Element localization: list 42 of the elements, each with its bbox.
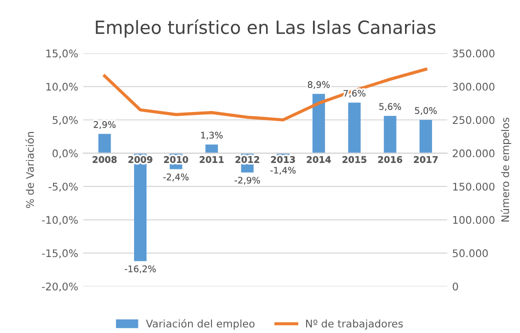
x-tick-label: 2015 [342, 156, 366, 163]
bar [420, 120, 432, 154]
data-label: 5,6% [379, 103, 402, 111]
y-tick-label: -5,0% [48, 182, 78, 192]
data-label: -1,4% [270, 166, 296, 175]
data-label: 8,9% [308, 81, 330, 89]
x-tick-label: 2016 [378, 156, 402, 163]
y2-tick-label: 50.000 [452, 249, 488, 258]
data-label: 1,3% [201, 132, 223, 140]
y-tick-label: 5,0% [52, 116, 78, 126]
y2-tick-label: 100.000 [453, 216, 494, 224]
y2-tick-label: 150.000 [453, 182, 494, 191]
x-tick-label: 2011 [200, 156, 224, 163]
chart-title: Empleo turístico en Las Islas Canarias [96, 19, 436, 38]
x-tick-label: 2014 [306, 156, 331, 163]
legend-label: Nº de trabajadores [306, 319, 403, 330]
bar [384, 116, 396, 154]
bar [205, 144, 218, 154]
bar [348, 102, 361, 154]
data-label: -2,4% [163, 173, 189, 182]
y2-tick-label: 300.000 [452, 82, 494, 91]
bar [312, 94, 325, 154]
data-label: -2,9% [234, 176, 260, 185]
data-label: -16,2% [124, 265, 156, 274]
y-tick-label: -10,0% [42, 216, 78, 225]
bar [98, 134, 111, 154]
y-tick-label: -20,0% [42, 282, 78, 292]
y-tick-label: 10,0% [46, 82, 78, 92]
y2-tick-label: 200.000 [452, 149, 494, 158]
y2-tick-label: 350.000 [452, 50, 494, 58]
y-tick-label: 15,0% [46, 50, 78, 58]
y-tick-label: -15,0% [42, 249, 78, 258]
y-tick-label: 0,0% [52, 149, 78, 158]
x-tick-label: 2008 [92, 156, 117, 163]
data-label: 5,0% [415, 107, 437, 115]
y2-axis-title: Número de empelos [500, 118, 512, 222]
data-label: 2,9% [94, 121, 116, 129]
y2-tick-label: 250.000 [452, 116, 494, 124]
y2-tick-label: 0 [452, 282, 458, 290]
x-tick-label: 2017 [414, 156, 438, 163]
legend-label: Variación del empleo [146, 319, 255, 330]
y-axis-title: % de Variación [25, 132, 34, 208]
